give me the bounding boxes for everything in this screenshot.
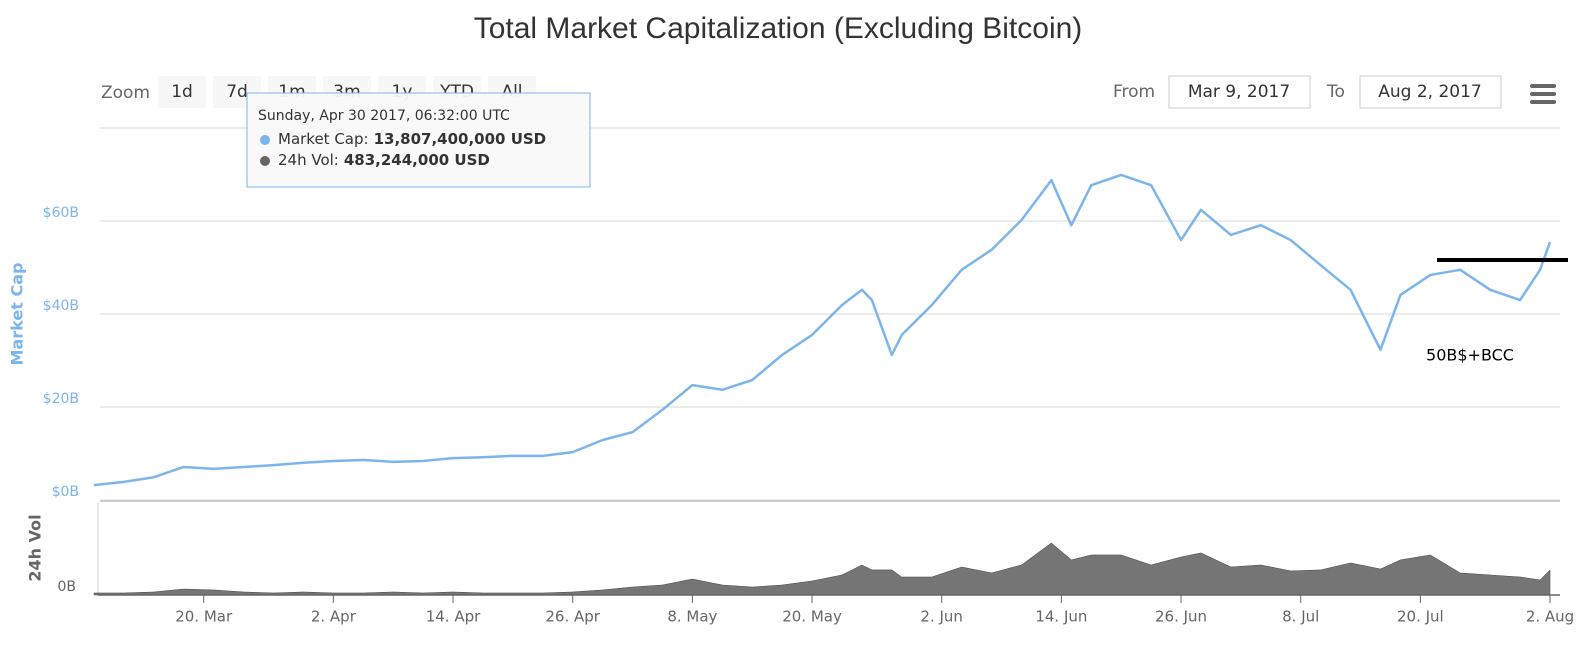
y-axis-title: Market Cap [8, 263, 27, 366]
zoom-button-label[interactable]: 1d [171, 82, 193, 102]
annotation: 50B$+BCC [1426, 346, 1514, 365]
menu-bar [1530, 100, 1556, 104]
zoom-button-label[interactable]: 7d [226, 82, 248, 102]
zoom-button[interactable] [158, 76, 206, 108]
x-tick-label: 20. Jul [1397, 608, 1444, 626]
tooltip-date: Sunday, Apr 30 2017, 06:32:00 UTC [258, 108, 510, 124]
tooltip-label: Market Cap: [278, 130, 369, 148]
x-tick-label: 14. Apr [426, 608, 481, 626]
y-tick-label: $20B [43, 391, 79, 407]
x-tick-label: 20. May [782, 608, 842, 626]
tooltip-value: 13,807,400,000 USD [374, 130, 547, 148]
tooltip-box [246, 92, 591, 188]
to-date[interactable]: Aug 2, 2017 [1378, 82, 1482, 102]
tooltip-row: 24h Vol: 483,244,000 USD [278, 151, 490, 169]
chart-title: Total Market Capitalization (Excluding B… [474, 12, 1083, 45]
plot-area: $0B $20B $40B $60B 0B Market Cap 24h Vol 20. Ma… [8, 127, 1574, 626]
y-tick-label: $0B [52, 484, 79, 500]
from-label: From [1113, 82, 1155, 102]
volume-area [93, 542, 1551, 596]
tooltip-row: Market Cap: 13,807,400,000 USD [278, 130, 546, 148]
x-tick-label: 8. May [667, 608, 717, 626]
menu-bar [1530, 92, 1556, 96]
menu-button[interactable] [1530, 84, 1556, 104]
x-tick-label: 26. Jun [1155, 608, 1207, 626]
to-input[interactable] [1359, 75, 1502, 109]
tooltip-marker [260, 135, 270, 145]
tooltip-marker [260, 156, 270, 166]
tooltip-label: 24h Vol: [278, 151, 339, 169]
tooltip: Sunday, Apr 30 2017, 06:32:00 UTC Market… [246, 92, 591, 188]
y-tick-label: $40B [43, 298, 79, 314]
zoom-label: Zoom [101, 83, 150, 103]
x-tick-label: 14. Jun [1035, 608, 1087, 626]
from-date[interactable]: Mar 9, 2017 [1188, 82, 1290, 102]
line [93, 173, 1552, 487]
tooltip-value: 483,244,000 USD [344, 151, 490, 169]
x-tick-label: 20. Mar [175, 608, 233, 626]
menu-bar [1530, 84, 1556, 88]
y2-tick-label: 0B [57, 579, 76, 595]
x-tick-label: 8. Jul [1282, 608, 1319, 626]
x-tick-label: 2. Aug [1526, 608, 1574, 626]
x-tick-label: 2. Apr [311, 608, 357, 626]
x-tick-label: 26. Apr [545, 608, 600, 626]
y-tick-label: $60B [43, 205, 79, 221]
y2-axis-title: 24h Vol [26, 514, 45, 581]
from-input[interactable] [1168, 75, 1311, 109]
x-tick-label: 2. Jun [920, 608, 963, 626]
to-label: To [1326, 82, 1345, 102]
